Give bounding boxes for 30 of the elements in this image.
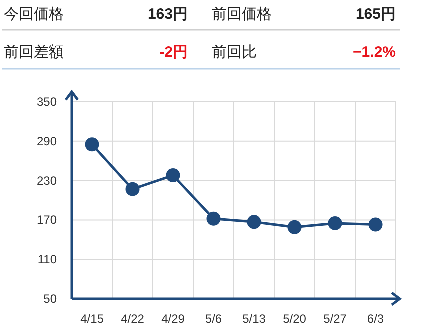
point	[328, 216, 342, 230]
point	[368, 218, 383, 232]
x-tick-label: 6/3	[367, 312, 384, 326]
x-tick-label: 5/13	[242, 312, 266, 326]
y-tick-label: 350	[36, 95, 58, 109]
text: 163円	[148, 6, 188, 23]
text: 前回価格	[212, 6, 272, 23]
x-tick-label: 5/20	[283, 312, 307, 326]
y-tick-label: 290	[36, 134, 58, 148]
y-tick-label: 110	[38, 252, 58, 267]
text: 前回比	[212, 44, 257, 61]
x-tick-label: 5/6	[205, 312, 222, 326]
text: 165円	[356, 6, 396, 23]
y-tick-label: 50	[44, 292, 58, 306]
x-tick-label: 4/22	[121, 312, 145, 326]
point	[166, 168, 180, 183]
y-tick-label: 230	[36, 174, 58, 188]
x-tick-label: 4/15	[80, 312, 104, 326]
point	[288, 220, 302, 234]
text: 前回差額	[4, 44, 64, 61]
text: -2円	[160, 44, 188, 61]
x-tick-label: 5/27	[324, 312, 348, 326]
point	[206, 212, 221, 226]
point	[247, 215, 262, 230]
y-tick-label: 170	[36, 213, 58, 228]
point	[126, 182, 140, 196]
text: 今回価格	[4, 6, 64, 23]
text: −1.2%	[353, 44, 396, 61]
x-tick-label: 4/29	[162, 312, 186, 326]
point	[85, 138, 100, 152]
